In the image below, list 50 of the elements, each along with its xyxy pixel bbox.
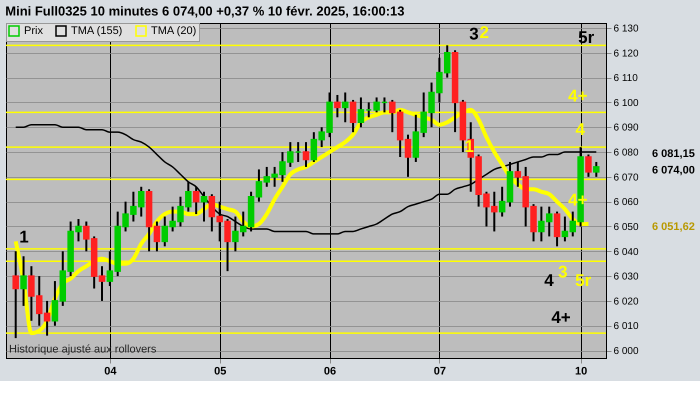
candlestick xyxy=(20,255,27,307)
annotation: 4 xyxy=(544,270,554,290)
candlestick xyxy=(294,141,302,163)
annotation: 1 xyxy=(19,227,29,246)
y-tick-label: 6 010 xyxy=(614,321,639,332)
x-tick-label: 07 xyxy=(434,366,446,378)
text: 6 051,62 xyxy=(652,221,695,234)
annotation: 3 xyxy=(469,24,479,44)
legend-label: TMA (155) xyxy=(71,25,122,37)
y-tick-label: 6 000 xyxy=(614,346,639,358)
candlestick xyxy=(358,96,364,128)
candlestick xyxy=(585,154,592,178)
annotation: Historique ajusté aux rollovers xyxy=(9,344,157,356)
candlestick xyxy=(381,96,388,114)
candlestick xyxy=(302,141,310,168)
candlestick xyxy=(12,250,19,340)
text: 6 081,15 xyxy=(652,148,695,160)
annotation: 4 xyxy=(575,120,586,140)
candlestick xyxy=(373,96,380,114)
candlestick xyxy=(192,186,200,216)
annotation: 2 xyxy=(479,23,489,42)
y-tick-label: 6 030 xyxy=(614,272,639,283)
candlestick xyxy=(334,94,341,118)
x-tick-label: 05 xyxy=(214,366,226,378)
legend-label: TMA (20) xyxy=(151,25,196,37)
y-tick-label: 6 120 xyxy=(614,48,639,60)
y-tick-label: 6 070 xyxy=(614,172,639,184)
text: 6 074,00 xyxy=(652,164,695,177)
candlestick xyxy=(593,160,600,178)
y-tick-label: 6 040 xyxy=(614,246,639,258)
y-tick-label: 6 020 xyxy=(614,296,639,308)
annotation: 3 xyxy=(558,262,568,282)
x-tick-label: 06 xyxy=(324,366,336,378)
candlestick xyxy=(200,190,208,223)
candlestick xyxy=(366,101,372,118)
x-tick-label: 04 xyxy=(104,366,118,378)
y-tick-label: 6 110 xyxy=(614,73,638,84)
x-tick-label: 10 xyxy=(574,366,588,378)
y-tick-label: 6 130 xyxy=(614,23,639,34)
candlestick xyxy=(342,91,348,124)
legend-label: Prix xyxy=(24,25,44,37)
y-tick-label: 6 050 xyxy=(614,222,639,233)
candlestick xyxy=(554,210,560,248)
y-tick-label: 6 090 xyxy=(614,122,639,134)
y-tick-label: 6 100 xyxy=(614,98,639,109)
y-tick-label: 6 060 xyxy=(614,197,639,208)
annotation: 4+ xyxy=(551,308,571,327)
candlestick xyxy=(350,98,356,134)
chart-title: Mini Full0325 10 minutes 6 074,00 +0,37 % 10 févr. 2025, 16:00:13 xyxy=(5,4,405,18)
y-tick-label: 6 080 xyxy=(614,148,639,159)
